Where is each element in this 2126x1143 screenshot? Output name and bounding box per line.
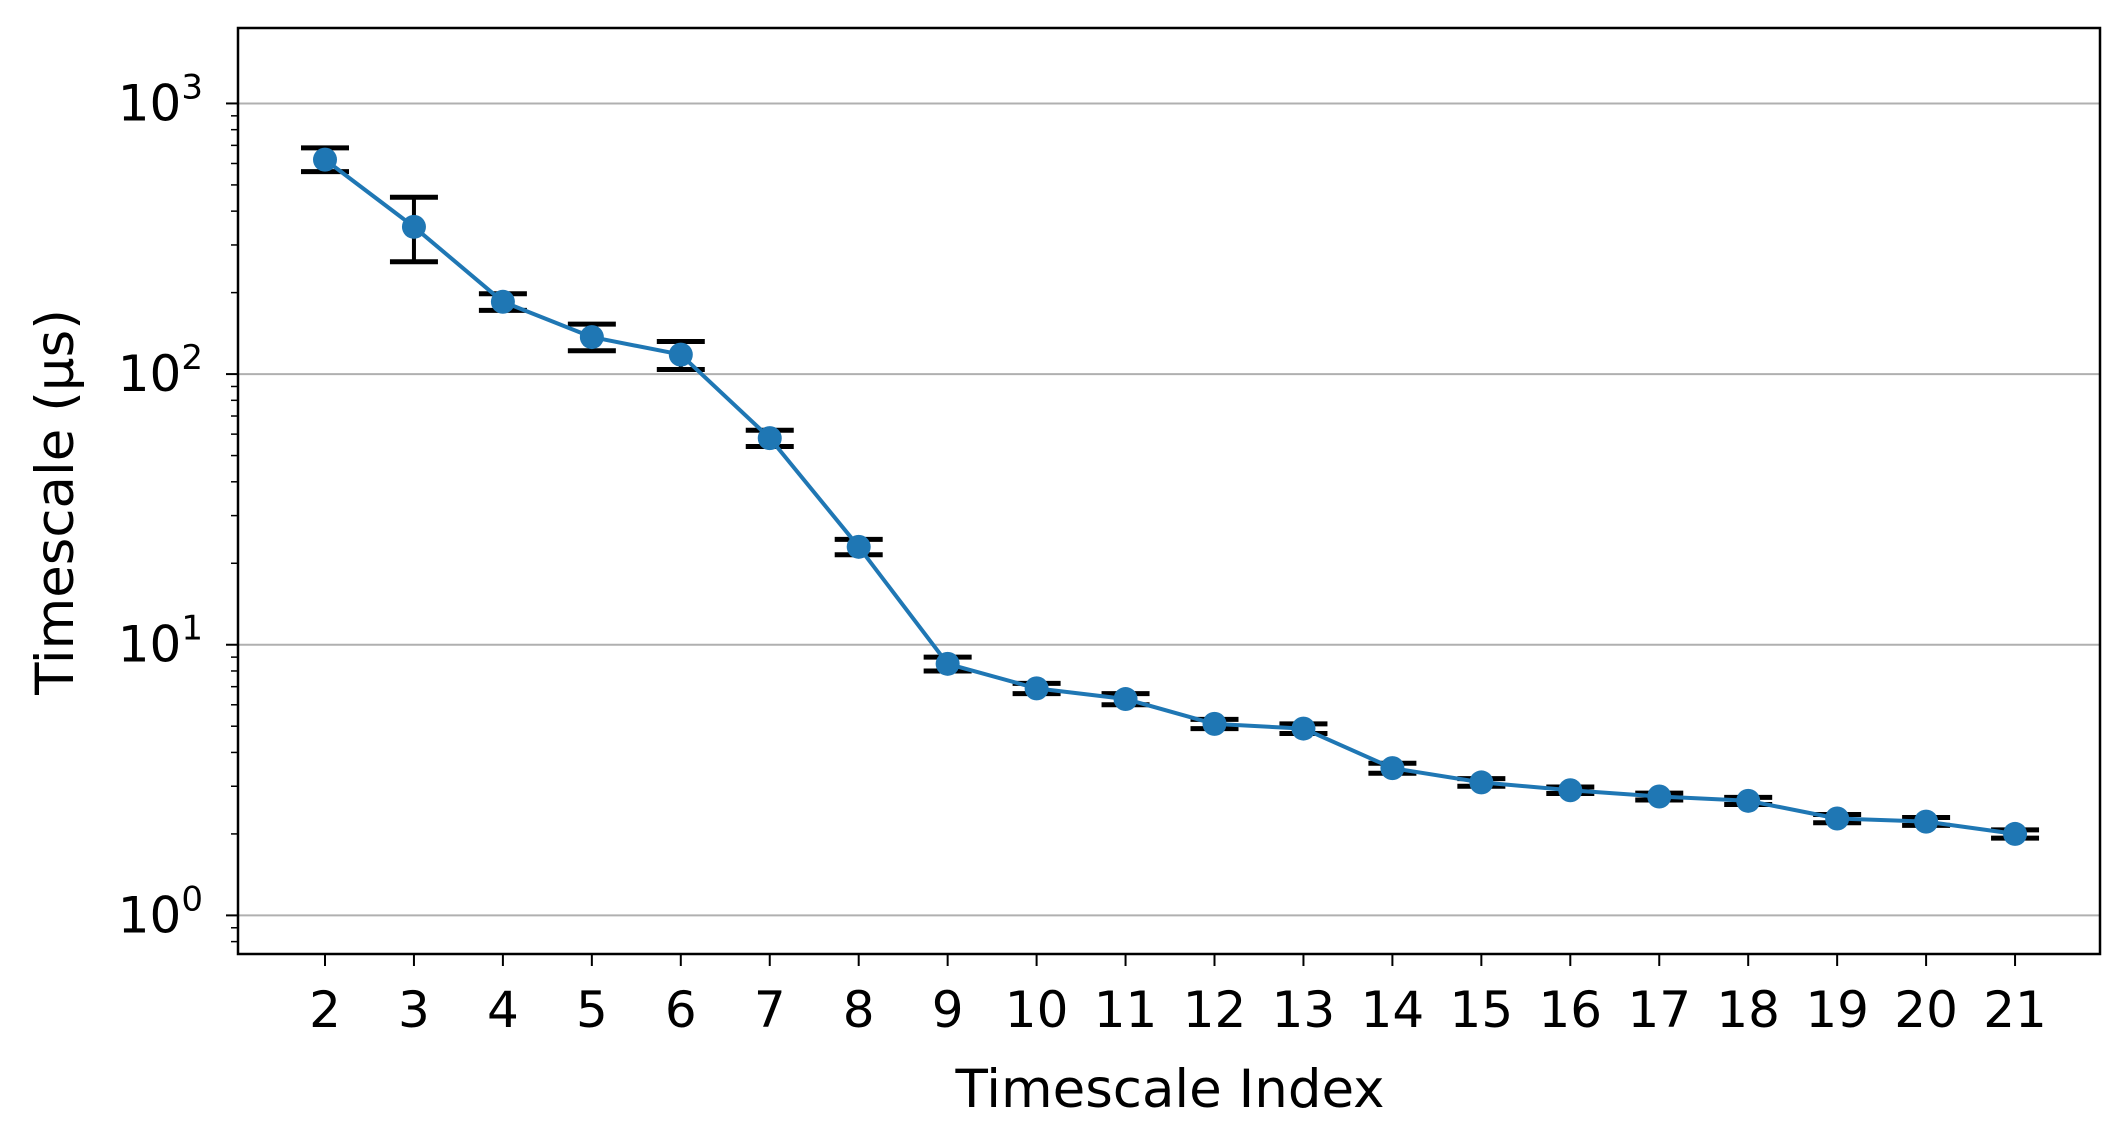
data-point (1291, 716, 1316, 741)
grid-layer (238, 102, 2100, 917)
x-tick-label: 8 (843, 981, 875, 1039)
y-tick-label: 103 (118, 67, 203, 132)
data-point (1380, 756, 1405, 781)
x-tick-label: 19 (1805, 981, 1869, 1039)
data-point (1024, 676, 1049, 701)
x-tick-label: 15 (1450, 981, 1514, 1039)
x-tick-label: 17 (1627, 981, 1691, 1039)
data-point (1113, 687, 1138, 712)
data-point (1736, 788, 1761, 813)
data-point (1914, 809, 1939, 834)
x-tick-label: 7 (754, 981, 786, 1039)
x-tick-label: 21 (1983, 981, 2047, 1039)
x-tick-label: 9 (932, 981, 964, 1039)
data-point (757, 426, 782, 451)
data-point (1825, 806, 1850, 831)
x-tick-label: 2 (309, 981, 341, 1039)
x-tick-label: 13 (1272, 981, 1336, 1039)
data-point (579, 325, 604, 350)
x-tick-label: 18 (1716, 981, 1780, 1039)
x-tick-label: 5 (576, 981, 608, 1039)
x-tick-label: 14 (1361, 981, 1425, 1039)
x-tick-label: 12 (1183, 981, 1247, 1039)
data-point (313, 147, 337, 172)
data-point (490, 289, 515, 314)
data-point (846, 534, 871, 559)
x-tick-label: 11 (1094, 981, 1158, 1039)
data-point (935, 651, 960, 676)
data-point (1469, 770, 1494, 795)
y-tick-label: 100 (118, 879, 203, 944)
data-point (401, 214, 426, 239)
x-tick-label: 4 (487, 981, 519, 1039)
data-point (1558, 778, 1583, 803)
x-tick-label: 16 (1538, 981, 1602, 1039)
x-tick-label: 20 (1894, 981, 1958, 1039)
axes-layer (226, 26, 2102, 966)
series-layer (313, 147, 2028, 846)
x-tick-label: 10 (1005, 981, 1069, 1039)
data-point (668, 342, 693, 367)
data-point (1647, 784, 1672, 809)
x-axis-title: Timescale Index (954, 1059, 1384, 1120)
data-point (2003, 821, 2028, 846)
x-tick-label: 3 (398, 981, 430, 1039)
y-tick-label: 101 (118, 609, 203, 674)
tick-labels: 100 101 102 103 2 3 4 5 6 7 8 9 10 11 12 13 14 15 16 17 18 19… (118, 67, 2047, 1039)
y-axis-title: Timescale (μs) (25, 309, 86, 696)
plot-frame (236, 26, 2102, 956)
y-tick-label: 102 (118, 338, 203, 403)
x-tick-label: 6 (665, 981, 697, 1039)
data-point (1202, 711, 1227, 736)
series-line (323, 158, 2016, 836)
